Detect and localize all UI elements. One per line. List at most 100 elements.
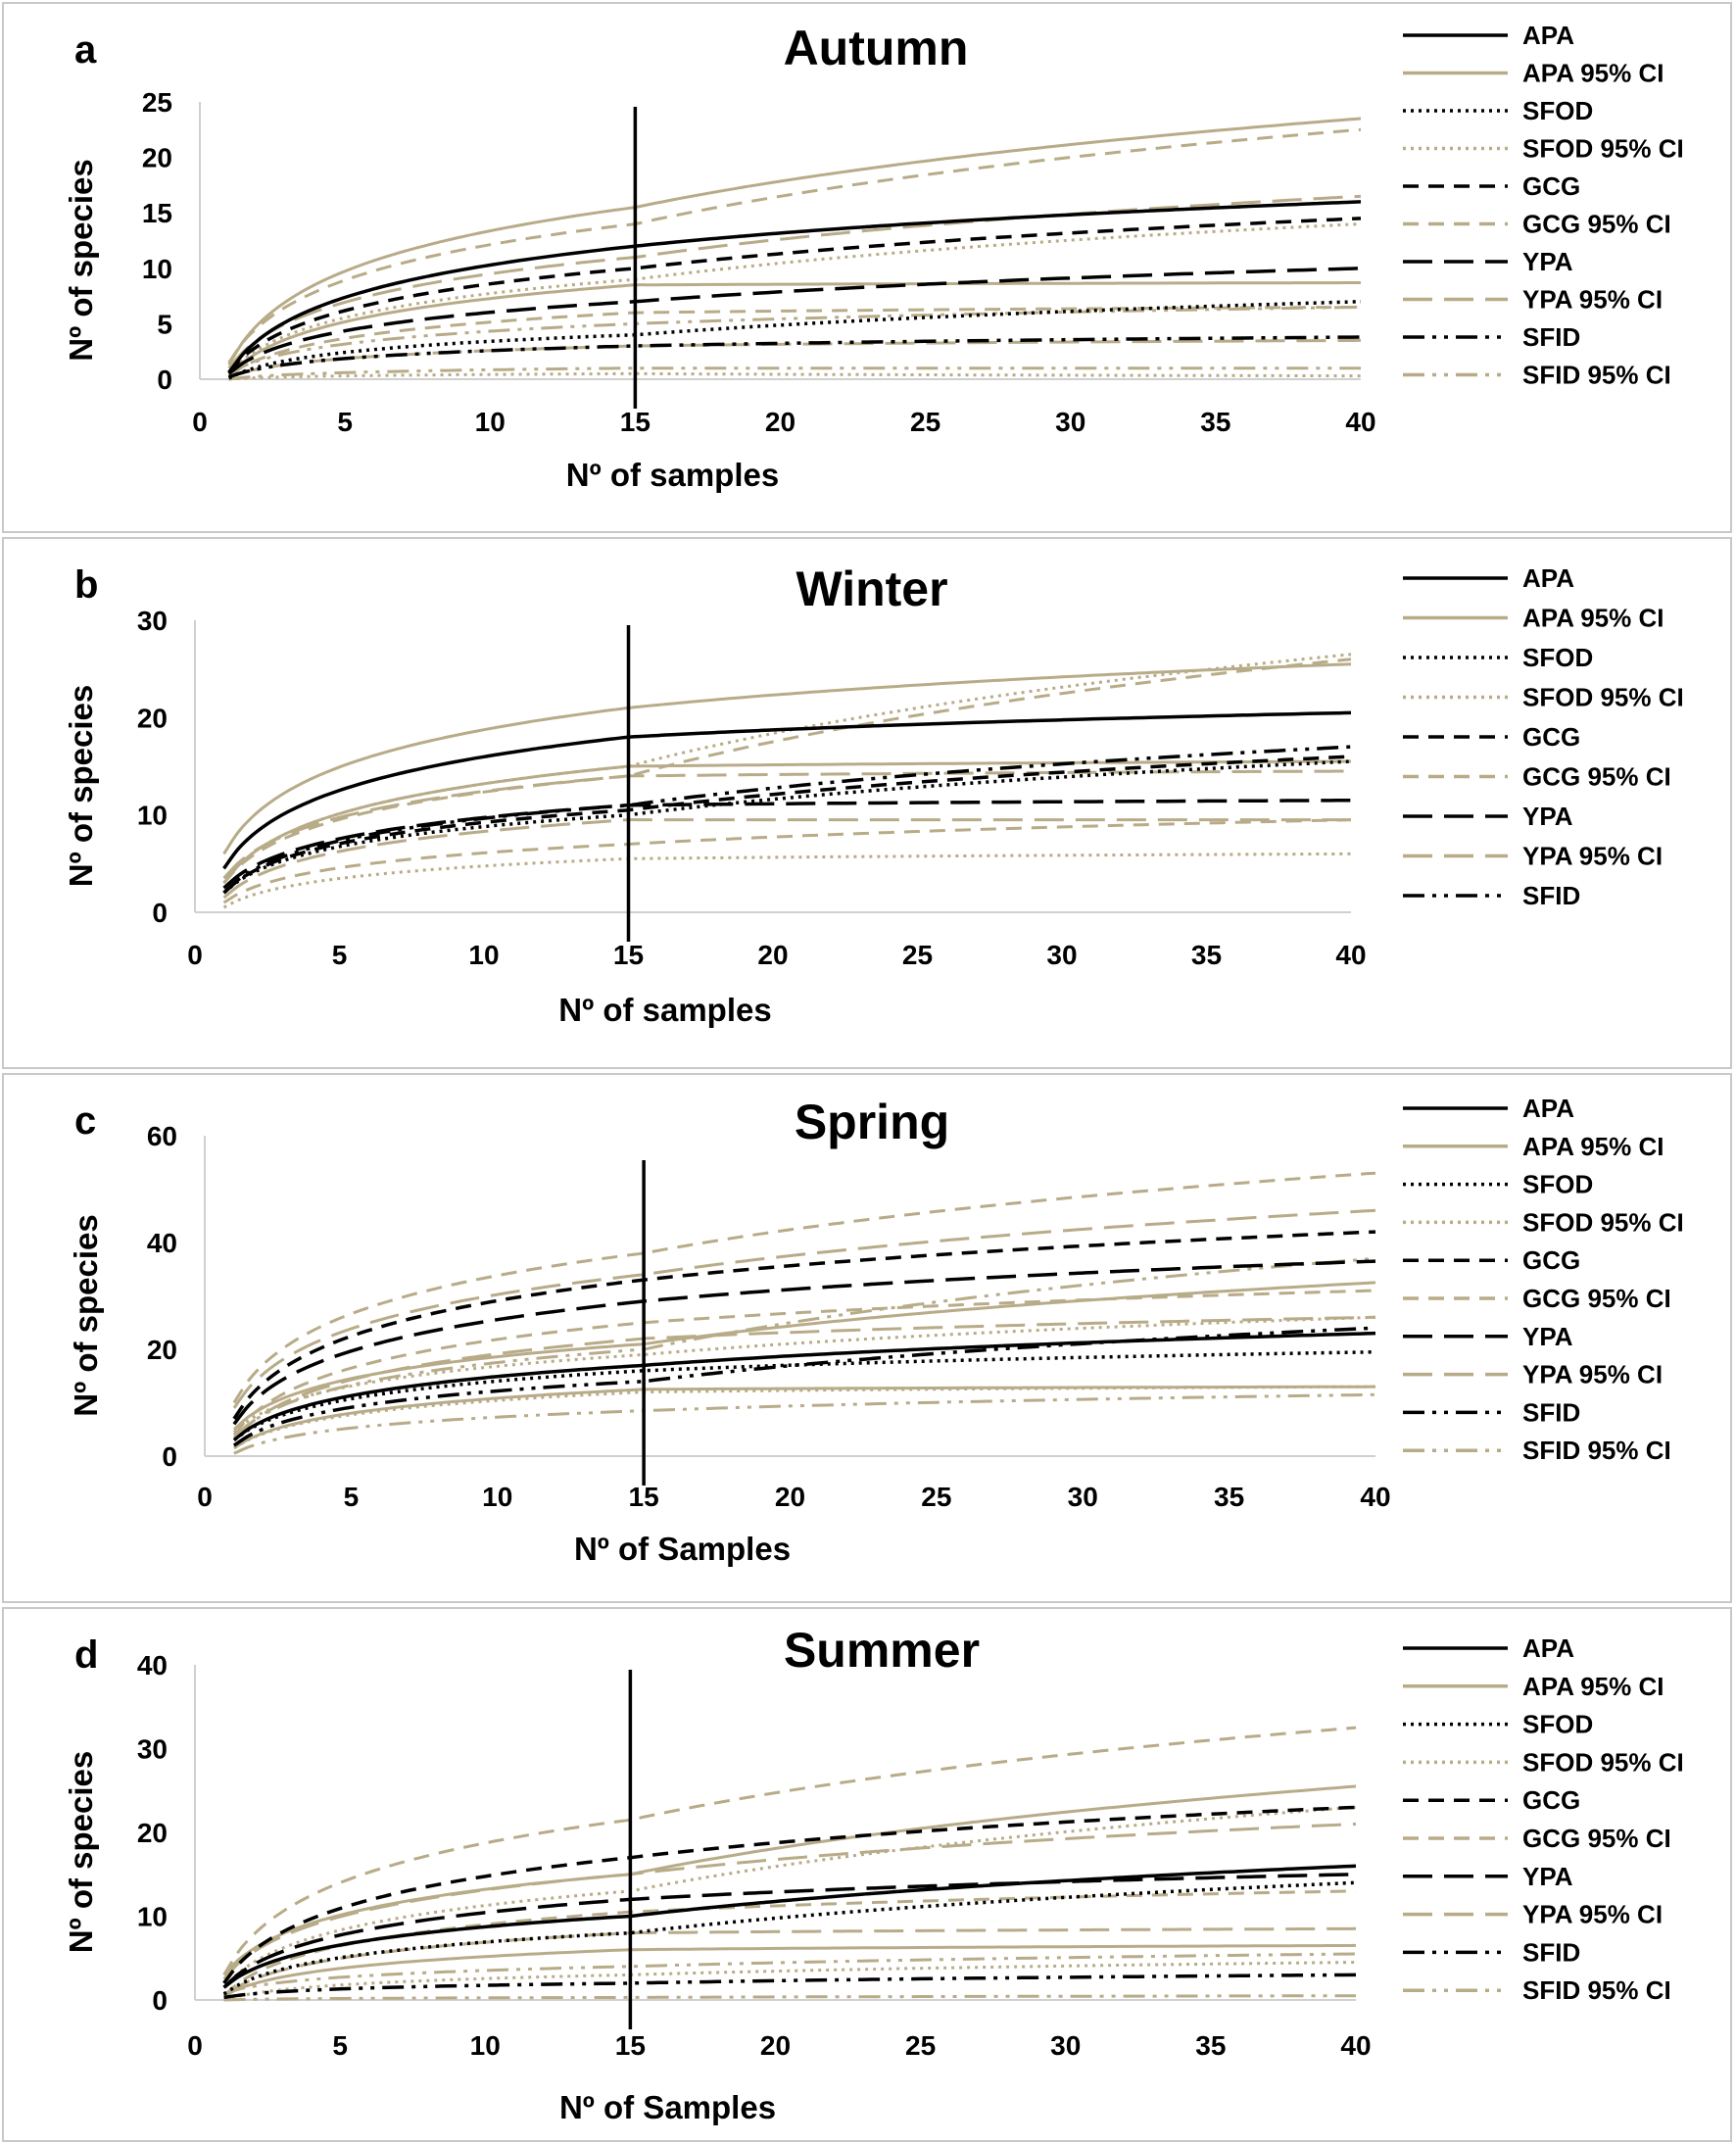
legend-label: SFOD 95% CI bbox=[1522, 1207, 1684, 1237]
series-line bbox=[222, 710, 1352, 870]
x-tick-label: 30 bbox=[1046, 940, 1077, 970]
y-axis-label: Nº of species bbox=[68, 1214, 104, 1416]
legend-label: SFOD bbox=[1522, 96, 1593, 125]
series-line bbox=[227, 281, 1361, 377]
legend-label: SFID bbox=[1522, 1397, 1580, 1427]
legend-label: APA 95% CI bbox=[1522, 1132, 1664, 1161]
series-line bbox=[223, 1994, 1356, 2002]
panel-a: a Autumn 0 5 10 15 20 25 30 35 40 0 5 10 15 20 25 Nº of s… bbox=[2, 2, 1732, 533]
chart-title: Winter bbox=[796, 561, 947, 616]
x-tick-label: 10 bbox=[470, 2030, 501, 2061]
y-tick-label: 40 bbox=[137, 1650, 168, 1681]
chart-spring: c Spring 0 5 10 15 20 25 30 35 40 0 20 40 60 Nº of Samp… bbox=[68, 1094, 1684, 1567]
x-tick-label: 15 bbox=[620, 407, 651, 437]
x-tick-label: 0 bbox=[187, 940, 203, 970]
legend-label: SFID 95% CI bbox=[1522, 1975, 1671, 2005]
y-tick-label: 25 bbox=[142, 87, 172, 118]
series-line bbox=[222, 662, 1352, 855]
series-line bbox=[233, 1392, 1376, 1455]
legend-label: APA 95% CI bbox=[1522, 604, 1664, 633]
legend-label: GCG 95% CI bbox=[1522, 210, 1671, 239]
chart-title: Spring bbox=[795, 1095, 949, 1149]
series-line bbox=[222, 1805, 1357, 1989]
y-tick-label: 20 bbox=[137, 703, 168, 733]
series-line bbox=[232, 1208, 1376, 1409]
legend-label: YPA bbox=[1522, 247, 1573, 276]
legend-label: GCG bbox=[1522, 722, 1580, 752]
legend-label: YPA 95% CI bbox=[1522, 285, 1663, 315]
legend-label: YPA bbox=[1522, 1862, 1573, 1891]
legend-label: SFOD 95% CI bbox=[1522, 683, 1684, 712]
legend-label: SFOD 95% CI bbox=[1522, 134, 1684, 164]
y-tick-label: 20 bbox=[137, 1818, 168, 1848]
legend-label: APA bbox=[1522, 563, 1574, 593]
x-tick-label: 30 bbox=[1055, 407, 1085, 437]
legend-label: YPA bbox=[1522, 802, 1573, 831]
series-line bbox=[227, 222, 1362, 375]
y-axis-label: Nº of species bbox=[63, 1751, 99, 1953]
x-tick-label: 30 bbox=[1050, 2030, 1081, 2061]
series-line bbox=[232, 1315, 1376, 1441]
series-line bbox=[222, 755, 1352, 895]
x-axis-label: Nº of Samples bbox=[574, 1531, 791, 1567]
legend-label: YPA bbox=[1522, 1322, 1573, 1351]
y-tick-label: 0 bbox=[162, 1441, 177, 1472]
x-tick-label: 35 bbox=[1195, 2030, 1226, 2061]
series-line bbox=[227, 305, 1362, 377]
x-tick-label: 40 bbox=[1360, 1482, 1390, 1512]
legend-label: YPA 95% CI bbox=[1522, 1900, 1663, 1929]
series-line bbox=[232, 1171, 1376, 1404]
legend-label: APA bbox=[1522, 21, 1574, 50]
y-axis-label: Nº of species bbox=[63, 159, 99, 361]
y-tick-label: 0 bbox=[152, 1985, 168, 2016]
series-line bbox=[228, 335, 1362, 379]
panel-b: b Winter 0 5 10 15 20 25 30 35 40 0 10 20 30 Nº of samp… bbox=[2, 537, 1732, 1069]
legend-label: APA bbox=[1522, 1633, 1574, 1663]
legend-label: SFOD bbox=[1522, 643, 1593, 672]
series-line bbox=[232, 1349, 1376, 1442]
x-tick-label: 5 bbox=[332, 2030, 348, 2061]
x-tick-label: 25 bbox=[910, 407, 940, 437]
series-line bbox=[222, 745, 1352, 895]
legend-label: YPA 95% CI bbox=[1522, 1360, 1663, 1389]
series-line bbox=[222, 1873, 1357, 1989]
y-tick-label: 10 bbox=[137, 1902, 168, 1932]
series-line bbox=[222, 769, 1351, 880]
y-tick-label: 40 bbox=[147, 1228, 177, 1258]
legend-label: GCG 95% CI bbox=[1522, 1284, 1671, 1313]
legend-label: GCG 95% CI bbox=[1522, 762, 1671, 792]
series-line bbox=[228, 371, 1361, 381]
series-line bbox=[222, 852, 1352, 909]
x-tick-label: 20 bbox=[757, 940, 788, 970]
series-line bbox=[227, 117, 1362, 366]
y-tick-label: 10 bbox=[137, 801, 168, 831]
x-axis-label: Nº of Samples bbox=[559, 2089, 776, 2125]
series-line bbox=[223, 1973, 1357, 2000]
x-tick-label: 20 bbox=[765, 407, 796, 437]
y-tick-label: 5 bbox=[157, 309, 172, 339]
chart-autumn: a Autumn 0 5 10 15 20 25 30 35 40 0 5 10 15 20 25 Nº of s… bbox=[63, 21, 1684, 493]
series-line bbox=[222, 799, 1351, 890]
legend-label: SFOD bbox=[1522, 1170, 1593, 1199]
series-line bbox=[222, 1822, 1357, 1980]
series-line bbox=[222, 1889, 1357, 1997]
x-tick-label: 0 bbox=[197, 1482, 213, 1512]
series-line bbox=[227, 194, 1362, 369]
panel-d: d Summer 0 5 10 15 20 25 30 35 40 0 10 20 30 40 Nº of Sa… bbox=[2, 1607, 1732, 2142]
series-line bbox=[227, 200, 1362, 374]
series-line bbox=[222, 653, 1352, 885]
series-line bbox=[222, 1726, 1357, 1976]
series-line bbox=[223, 1952, 1357, 1995]
x-tick-label: 0 bbox=[192, 407, 208, 437]
y-tick-label: 10 bbox=[142, 254, 172, 284]
legend-label: GCG bbox=[1522, 1785, 1580, 1815]
series-line bbox=[232, 1256, 1376, 1439]
legend-label: SFID 95% CI bbox=[1522, 361, 1671, 390]
series-line bbox=[232, 1326, 1376, 1447]
series-line bbox=[222, 759, 1352, 885]
y-tick-label: 60 bbox=[147, 1121, 177, 1151]
legend-label: GCG bbox=[1522, 1245, 1580, 1275]
x-tick-label: 25 bbox=[921, 1482, 951, 1512]
x-tick-label: 15 bbox=[629, 1482, 659, 1512]
series-line bbox=[223, 1961, 1357, 2002]
